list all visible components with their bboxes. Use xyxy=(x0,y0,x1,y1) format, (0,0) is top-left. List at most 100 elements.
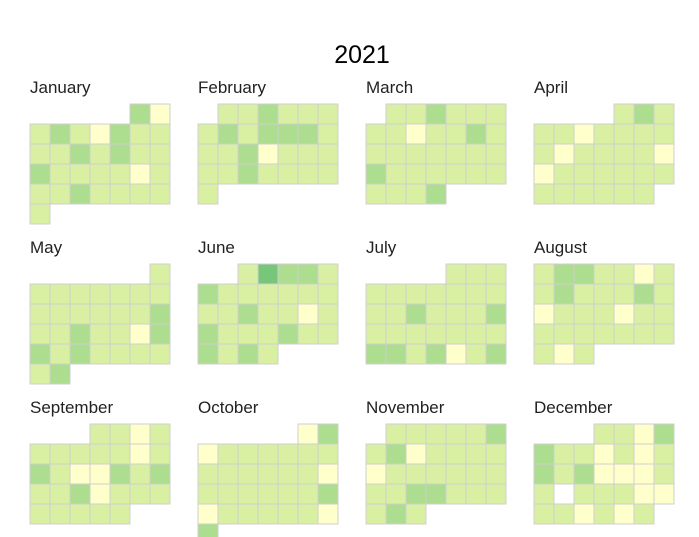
day-cell xyxy=(257,443,279,465)
month-june: June xyxy=(197,238,339,365)
day-cell xyxy=(445,303,467,325)
day-cell xyxy=(69,483,91,505)
day-cell xyxy=(129,163,151,185)
day-cell xyxy=(385,103,407,125)
day-cell xyxy=(573,463,595,485)
day-cell xyxy=(49,343,71,365)
day-cell xyxy=(129,303,151,325)
day-cell xyxy=(445,263,467,285)
day-cell xyxy=(405,283,427,305)
day-cell xyxy=(613,323,635,345)
day-cell xyxy=(593,163,615,185)
day-cell xyxy=(89,323,111,345)
day-cell xyxy=(445,283,467,305)
month-april: April xyxy=(533,78,675,205)
day-cell xyxy=(533,183,555,205)
day-cell xyxy=(365,183,387,205)
day-cell xyxy=(485,323,507,345)
day-cell xyxy=(633,163,655,185)
day-cell xyxy=(149,163,171,185)
day-cell xyxy=(553,283,575,305)
day-cell xyxy=(365,123,387,145)
day-cell xyxy=(425,483,447,505)
day-cell xyxy=(593,443,615,465)
day-cell xyxy=(237,283,259,305)
month-february: February xyxy=(197,78,339,205)
day-cell xyxy=(613,443,635,465)
day-cell xyxy=(129,483,151,505)
day-cell xyxy=(277,303,299,325)
day-cell xyxy=(405,143,427,165)
day-cell xyxy=(533,323,555,345)
day-cell xyxy=(385,183,407,205)
day-cell xyxy=(257,103,279,125)
day-cell xyxy=(237,463,259,485)
day-cell xyxy=(425,303,447,325)
day-cell xyxy=(197,463,219,485)
day-cell xyxy=(365,343,387,365)
day-cell xyxy=(633,283,655,305)
day-cell xyxy=(257,263,279,285)
day-cell xyxy=(277,323,299,345)
day-cell xyxy=(277,143,299,165)
day-cell xyxy=(593,143,615,165)
day-cell xyxy=(385,283,407,305)
day-cell xyxy=(257,123,279,145)
day-cell xyxy=(385,303,407,325)
day-cell xyxy=(109,283,131,305)
day-cell xyxy=(553,343,575,365)
day-cell xyxy=(297,423,319,445)
month-label: May xyxy=(30,238,63,257)
day-cell xyxy=(129,283,151,305)
day-cell xyxy=(425,443,447,465)
month-label: August xyxy=(534,238,587,257)
day-cell xyxy=(257,323,279,345)
day-cell xyxy=(109,163,131,185)
day-cell xyxy=(197,343,219,365)
day-cell xyxy=(405,343,427,365)
day-cell xyxy=(533,463,555,485)
day-cell xyxy=(109,423,131,445)
day-cell xyxy=(69,183,91,205)
day-cell xyxy=(237,303,259,325)
month-october: October xyxy=(197,398,339,537)
day-cell xyxy=(29,463,51,485)
day-cell xyxy=(593,463,615,485)
day-cell xyxy=(69,163,91,185)
day-cell xyxy=(553,503,575,525)
day-cell xyxy=(317,263,339,285)
day-cell xyxy=(465,103,487,125)
day-cell xyxy=(217,483,239,505)
day-cell xyxy=(277,463,299,485)
day-cell xyxy=(445,163,467,185)
day-cell xyxy=(197,503,219,525)
day-cell xyxy=(69,503,91,525)
day-cell xyxy=(365,163,387,185)
month-label: March xyxy=(366,78,413,97)
day-cell xyxy=(465,143,487,165)
day-cell xyxy=(613,283,635,305)
day-cell xyxy=(149,183,171,205)
month-label: July xyxy=(366,238,397,257)
day-cell xyxy=(129,443,151,465)
day-cell xyxy=(593,503,615,525)
day-cell xyxy=(613,143,635,165)
day-cell xyxy=(109,143,131,165)
day-cell xyxy=(317,303,339,325)
day-cell xyxy=(129,143,151,165)
day-cell xyxy=(149,343,171,365)
day-cell xyxy=(425,143,447,165)
day-cell xyxy=(653,323,675,345)
day-cell xyxy=(297,123,319,145)
day-cell xyxy=(573,143,595,165)
day-cell xyxy=(89,443,111,465)
day-cell xyxy=(425,123,447,145)
day-cell xyxy=(257,303,279,325)
day-cell xyxy=(277,443,299,465)
day-cell xyxy=(217,443,239,465)
day-cell xyxy=(613,163,635,185)
day-cell xyxy=(149,283,171,305)
day-cell xyxy=(317,443,339,465)
day-cell xyxy=(573,323,595,345)
day-cell xyxy=(237,263,259,285)
